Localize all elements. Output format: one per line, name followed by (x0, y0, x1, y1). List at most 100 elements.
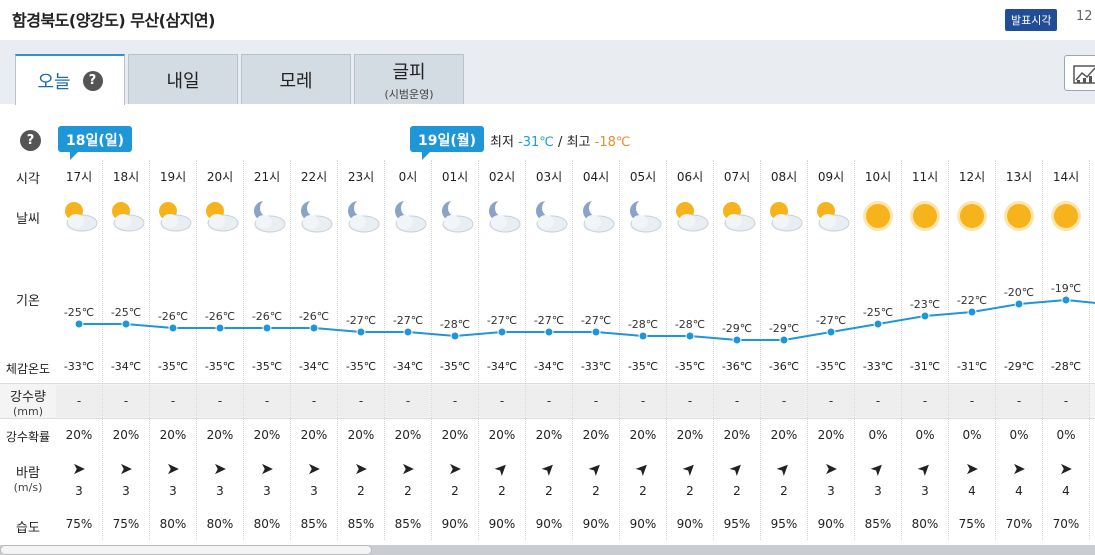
column-divider (807, 160, 808, 540)
hour-cell: 17시 (65, 170, 93, 184)
temp-point (356, 327, 366, 337)
hour-cell: 10시 (864, 170, 892, 184)
feels-like-cell: -34℃ (392, 360, 424, 373)
hour-cell: 20시 (206, 170, 234, 184)
pop-cell: 20% (535, 428, 563, 442)
feels-like-cell: -35℃ (204, 360, 236, 373)
humidity-cell: 70% (1052, 517, 1080, 531)
horizontal-scrollbar[interactable] (0, 545, 1095, 555)
chart-icon (1073, 65, 1095, 84)
tab-today-label: 오늘 (37, 71, 71, 93)
min-label: 최저 (490, 135, 514, 150)
pop-cell: 20% (253, 428, 281, 442)
temp-label: -26℃ (252, 310, 282, 323)
pop-cell: 0% (1009, 428, 1029, 442)
temp-point (1061, 295, 1071, 305)
row-label-pop: 강수확률 (5, 430, 51, 444)
hour-cell: 05시 (629, 170, 657, 184)
temp-point (685, 331, 695, 341)
feels-like-cell: -34℃ (486, 360, 518, 373)
humidity-cell: 75% (112, 517, 140, 531)
partly-cloudy-day-icon (103, 196, 149, 236)
column-divider (525, 160, 526, 540)
date-tag-today: 18일(일) (58, 126, 133, 160)
wind-speed-cell: 2 (686, 484, 694, 498)
pop-cell: 20% (300, 428, 328, 442)
tab-today[interactable]: 오늘 ? (15, 54, 125, 105)
temp-point (873, 319, 883, 329)
hour-cell: 06시 (676, 170, 704, 184)
humidity-cell: 80% (911, 517, 939, 531)
temperature-line-chart: -25℃ -25℃ -26℃ -26℃ -26℃ -26℃ -27℃ -27℃ -28℃ -27℃… (64, 282, 1095, 345)
column-divider (619, 160, 620, 540)
humidity-cell: 85% (394, 517, 422, 531)
tab-tomorrow[interactable]: 내일 (128, 54, 238, 104)
temp-label: -27℃ (534, 314, 564, 327)
tab-two-days-after[interactable]: 글피 (시범운영) (354, 54, 464, 104)
tab-tomorrow-label: 내일 (166, 70, 200, 92)
pop-cell: 20% (676, 428, 704, 442)
temp-point (920, 311, 930, 321)
column-divider (290, 160, 291, 540)
sunny-icon (996, 196, 1042, 236)
column-divider (196, 160, 197, 540)
pop-cell: 0% (915, 428, 935, 442)
forecast-help-icon[interactable]: ? (20, 130, 41, 151)
tab-day-after[interactable]: 모레 (241, 54, 351, 104)
cloudy-night-icon (479, 196, 525, 236)
feels-like-cell: -31℃ (956, 360, 988, 373)
temp-label: -29℃ (769, 322, 799, 335)
publish-time-button[interactable]: 발표시각 (1005, 9, 1058, 31)
precip-cell: - (761, 385, 807, 417)
row-label-humidity: 습도 (16, 521, 40, 536)
day-tab-strip: 오늘 ? 내일 모레 글피 (시범운영) (0, 40, 1095, 105)
humidity-cell: 70% (1005, 517, 1033, 531)
scrollbar-thumb[interactable] (0, 545, 372, 555)
wind-arrow-icon: ➤ (725, 457, 749, 481)
wind-speed-cell: 3 (216, 484, 224, 498)
precip-cell: - (902, 385, 948, 417)
cloudy-night-icon (432, 196, 478, 236)
top-header: 함경북도(양강도) 무산(삼지연) 발표시각 12 (0, 0, 1095, 40)
temp-label: -22℃ (957, 294, 987, 307)
row-label-wind: 바람 (m/s) (0, 462, 56, 494)
pop-cell: 20% (112, 428, 140, 442)
temp-point (591, 327, 601, 337)
tab-two-days-after-sub: (시범운영) (384, 87, 434, 101)
feels-like-cell: -29℃ (1003, 360, 1035, 373)
temp-point (779, 335, 789, 345)
pop-cell: 20% (347, 428, 375, 442)
pop-cell: 0% (962, 428, 982, 442)
cloudy-night-icon (291, 196, 337, 236)
column-divider (431, 160, 432, 540)
temp-point (732, 335, 742, 345)
wind-speed-cell: 3 (122, 484, 130, 498)
pop-cell: 20% (65, 428, 93, 442)
temp-point (450, 331, 460, 341)
precip-cell: - (103, 385, 149, 417)
feels-like-cell: -36℃ (768, 360, 800, 373)
temp-label: -25℃ (863, 306, 893, 319)
humidity-cell: 85% (300, 517, 328, 531)
temp-label: -26℃ (299, 310, 329, 323)
precip-cell: - (855, 385, 901, 417)
feels-like-cell: -31℃ (909, 360, 941, 373)
wind-speed-cell: 3 (75, 484, 83, 498)
partly-cloudy-day-icon (150, 196, 196, 236)
humidity-cell: 95% (770, 517, 798, 531)
chart-toggle-button[interactable] (1064, 55, 1095, 91)
temp-label: -27℃ (487, 314, 517, 327)
hour-cell: 07시 (723, 170, 751, 184)
humidity-cell: 90% (817, 517, 845, 531)
hour-cell: 09시 (817, 170, 845, 184)
humidity-cell: 75% (65, 517, 93, 531)
wind-speed-cell: 3 (827, 484, 835, 498)
wind-arrow-icon: ➤ (490, 457, 514, 481)
max-value: -18℃ (594, 135, 631, 150)
temp-label: -28℃ (675, 318, 705, 331)
wind-speed-cell: 3 (874, 484, 882, 498)
row-label-precip: 강수량 (mm) (0, 386, 56, 418)
precip-cell: - (714, 385, 760, 417)
help-icon[interactable]: ? (82, 70, 103, 91)
precip-cell: - (620, 385, 666, 417)
